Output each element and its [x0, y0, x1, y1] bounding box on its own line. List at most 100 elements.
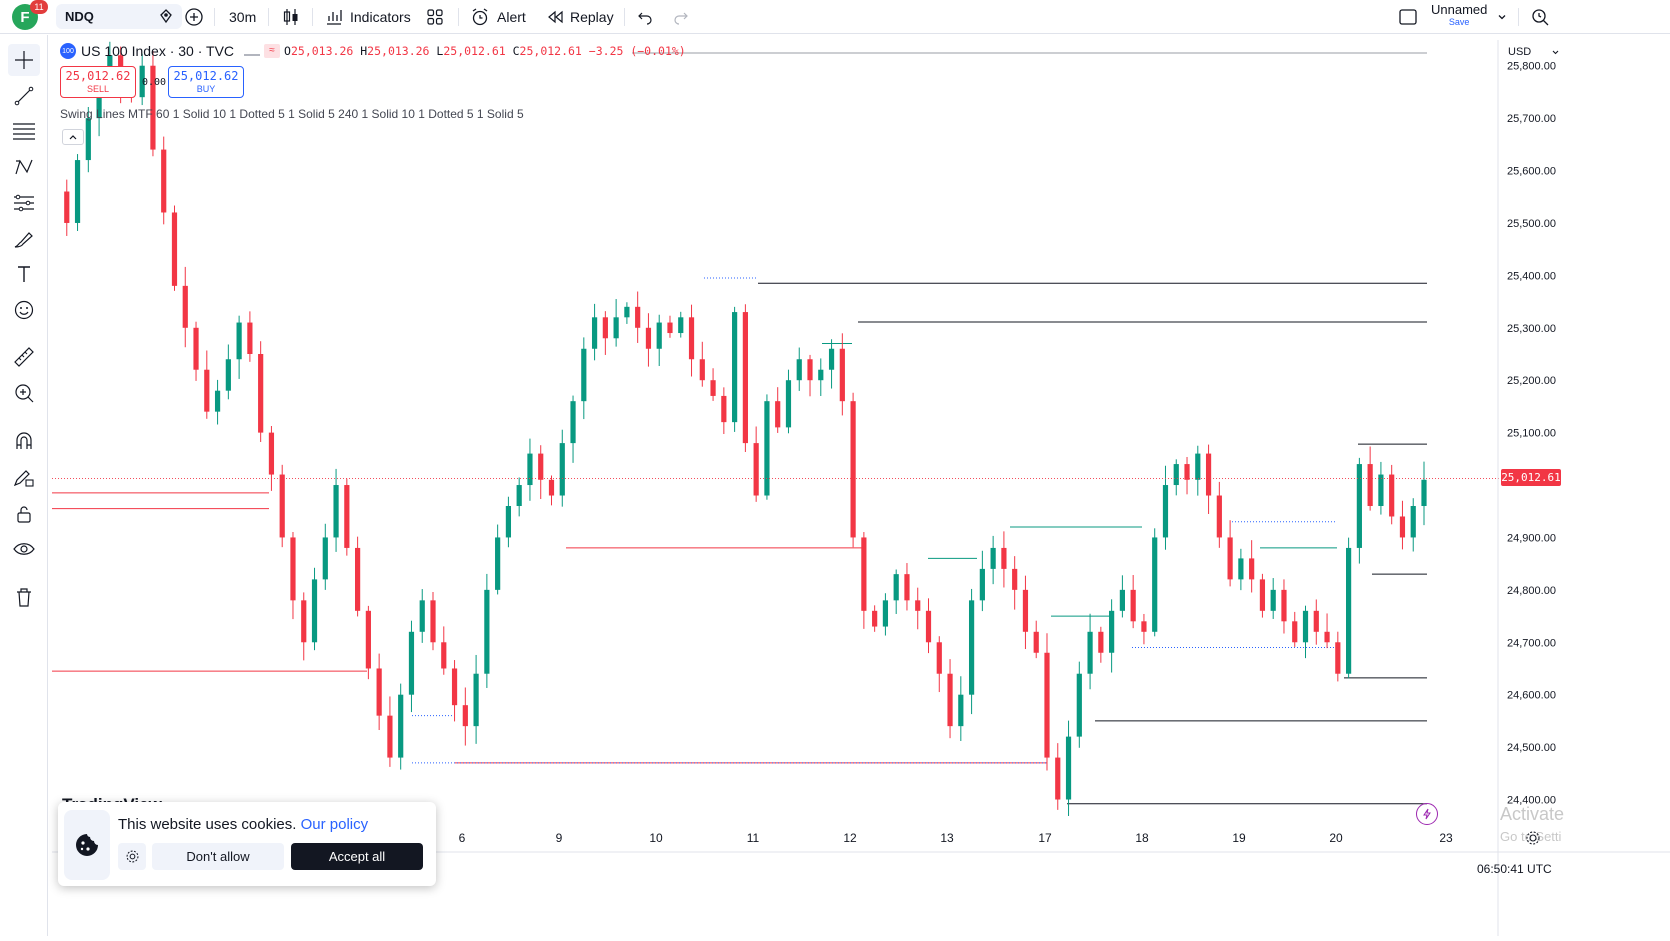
layout-save-label[interactable]: Save: [1448, 17, 1470, 27]
candle-body: [548, 479, 555, 496]
crosshair-tool[interactable]: [8, 44, 40, 76]
candle-body: [1281, 589, 1287, 622]
lightning-button[interactable]: [1416, 803, 1438, 825]
pattern-tool[interactable]: [8, 151, 40, 183]
candle: [785, 369, 792, 434]
indicators-button[interactable]: Indicators: [324, 5, 411, 29]
accept-all-button[interactable]: Accept all: [291, 843, 423, 870]
fib-tool[interactable]: [8, 115, 40, 147]
lock-icon: [17, 506, 31, 523]
zoom-in-tool[interactable]: [8, 377, 40, 409]
candle: [602, 311, 608, 355]
legend-hide-button[interactable]: [244, 46, 261, 56]
forecast-tool[interactable]: [8, 187, 40, 219]
candles-icon: [283, 9, 298, 25]
gear-icon: [126, 850, 138, 863]
redo-button[interactable]: [672, 5, 690, 29]
candle-body: [344, 485, 350, 548]
quick-search-button[interactable]: [1530, 5, 1550, 29]
alert-button[interactable]: Alert: [470, 5, 526, 29]
candle-body: [1044, 652, 1050, 758]
candle: [1087, 613, 1093, 690]
price-chart[interactable]: 25,800.00 25,700.00 25,600.00 25,500.00 25,4…: [52, 40, 1670, 936]
symbol-pin-icon[interactable]: [158, 8, 174, 27]
candle-body: [1173, 464, 1179, 486]
spread-value: 0.00: [142, 77, 167, 88]
compare-symbol-button[interactable]: [184, 5, 204, 29]
chart-type-button[interactable]: [282, 5, 300, 29]
candle: [667, 315, 673, 338]
candle: [74, 154, 81, 231]
candle: [1335, 631, 1341, 682]
candle: [279, 464, 285, 548]
candle: [527, 438, 533, 501]
candle-body: [861, 537, 867, 611]
measure-tool[interactable]: [8, 341, 40, 373]
legend-toggle-icon[interactable]: ≈: [264, 44, 281, 58]
replay-button[interactable]: Replay: [546, 5, 614, 29]
collapse-legend-button[interactable]: [62, 129, 84, 145]
candle: [1141, 613, 1147, 645]
candle: [1313, 599, 1319, 645]
clock-readout[interactable]: 06:50:41 UTC: [1477, 862, 1552, 876]
top-toolbar: F 11 NDQ 30m Indicators Alert Replay: [0, 0, 1670, 34]
candle-body: [107, 55, 113, 77]
candle-body: [721, 395, 727, 423]
legend-title[interactable]: US 100 Index · 30 · TVC: [81, 43, 235, 59]
hide-drawings-tool[interactable]: [8, 533, 40, 565]
candle-body: [236, 322, 242, 360]
undo-button[interactable]: [636, 5, 654, 29]
candle-body: [182, 285, 188, 328]
candle: [484, 573, 490, 688]
magnet-tool[interactable]: [8, 425, 40, 457]
candle: [1001, 531, 1007, 588]
buy-button[interactable]: 25,012.62 BUY: [168, 66, 244, 98]
alarm-clock-icon: [472, 8, 488, 26]
candle-body: [333, 485, 339, 538]
layout-toggle[interactable]: [1398, 5, 1418, 29]
candle: [1324, 613, 1330, 649]
chevron-down-icon: [1552, 50, 1559, 55]
trash-icon: [17, 588, 31, 607]
candle-body: [1022, 589, 1029, 632]
currency-selector[interactable]: USD: [1500, 42, 1566, 62]
candle-body: [398, 694, 404, 758]
candle: [290, 532, 296, 620]
text-tool[interactable]: [8, 258, 40, 290]
trend-line-tool[interactable]: [8, 80, 40, 112]
time-scale-settings-button[interactable]: [1525, 830, 1541, 851]
candle: [958, 676, 964, 741]
candle: [1259, 573, 1266, 618]
indicator-legend[interactable]: Swing Lines MTF 60 1 Solid 10 1 Dotted 5…: [60, 107, 524, 121]
candle-body: [850, 401, 856, 538]
candle: [839, 333, 845, 416]
cookie-policy-link[interactable]: Our policy: [300, 816, 369, 833]
candle-body: [505, 506, 512, 538]
time-axis: 6 9 10 11 12 13 17 18 19 20 23: [459, 831, 1453, 845]
candle-body: [1345, 547, 1352, 674]
stay-in-drawing-tool[interactable]: [8, 462, 40, 494]
candle-body: [247, 322, 253, 354]
brush-tool[interactable]: [8, 223, 40, 255]
current-price-tag: 25,012.61: [1501, 469, 1561, 486]
candle: [559, 429, 565, 507]
cookie-banner: This website uses cookies. Our policy Do…: [58, 802, 436, 886]
lock-drawings-tool[interactable]: [8, 498, 40, 530]
candle: [1378, 461, 1384, 515]
fib-retracement-icon: [13, 123, 35, 140]
symbol-search-button[interactable]: NDQ: [56, 4, 182, 29]
candle-body: [214, 390, 221, 412]
lightning-icon: [1423, 808, 1431, 820]
remove-drawings-tool[interactable]: [8, 581, 40, 613]
layout-dropdown-button[interactable]: [1496, 5, 1508, 29]
emoji-tool[interactable]: [8, 294, 40, 326]
templates-button[interactable]: [426, 5, 444, 29]
dont-allow-button[interactable]: Don't allow: [152, 843, 284, 870]
chart-pane[interactable]: 25,800.00 25,700.00 25,600.00 25,500.00 25,4…: [52, 40, 1670, 936]
layout-name-button[interactable]: Unnamed Save: [1431, 3, 1487, 27]
sell-button[interactable]: 25,012.62 SELL: [60, 66, 136, 98]
candle-body: [796, 359, 802, 381]
interval-button[interactable]: 30m: [229, 9, 257, 25]
cookie-settings-button[interactable]: [118, 843, 146, 870]
candle: [710, 368, 716, 401]
